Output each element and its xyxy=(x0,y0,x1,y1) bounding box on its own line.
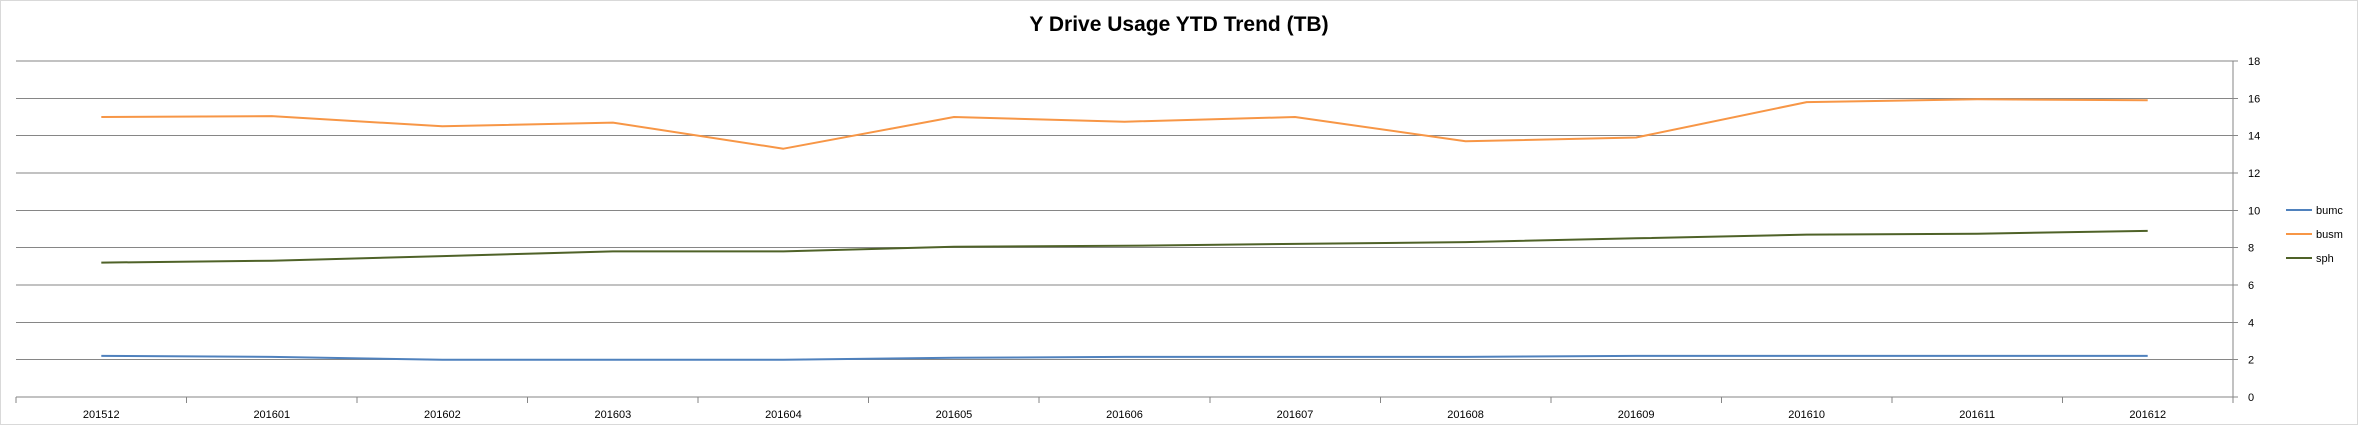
legend-label-busm: busm xyxy=(2316,229,2343,241)
x-tick-label-201605: 201605 xyxy=(936,409,973,421)
y-tick-label-16: 16 xyxy=(2248,93,2260,105)
legend-label-bumc: bumc xyxy=(2316,205,2343,217)
x-tick-label-201609: 201609 xyxy=(1618,409,1655,421)
series-line-busm xyxy=(101,98,2148,150)
y-tick-label-18: 18 xyxy=(2248,56,2260,68)
y-tick-label-10: 10 xyxy=(2248,205,2260,217)
x-tick-label-201611: 201611 xyxy=(1959,409,1995,421)
x-tick-label-201603: 201603 xyxy=(595,409,632,421)
x-tick-label-201608: 201608 xyxy=(1447,409,1484,421)
y-tick-label-4: 4 xyxy=(2248,317,2254,329)
x-tick-label-201607: 201607 xyxy=(1277,409,1314,421)
series-line-sph xyxy=(101,229,2148,264)
x-tick-label-201512: 201512 xyxy=(83,409,120,421)
y-tick-label-6: 6 xyxy=(2248,280,2254,292)
x-tick-label-201601: 201601 xyxy=(253,409,290,421)
legend-label-sph: sph xyxy=(2316,253,2334,265)
y-tick-label-14: 14 xyxy=(2248,131,2260,143)
x-tick-label-201604: 201604 xyxy=(765,409,802,421)
y-tick-label-2: 2 xyxy=(2248,355,2254,367)
x-tick-label-201602: 201602 xyxy=(424,409,461,421)
y-tick-label-12: 12 xyxy=(2248,168,2260,180)
x-tick-label-201612: 201612 xyxy=(2129,409,2166,421)
series-line-bumc xyxy=(101,354,2148,361)
x-tick-label-201610: 201610 xyxy=(1788,409,1825,421)
y-tick-label-8: 8 xyxy=(2248,243,2254,255)
chart-title: Y Drive Usage YTD Trend (TB) xyxy=(1029,13,1329,36)
y-tick-label-0: 0 xyxy=(2248,392,2254,404)
x-tick-label-201606: 201606 xyxy=(1106,409,1143,421)
